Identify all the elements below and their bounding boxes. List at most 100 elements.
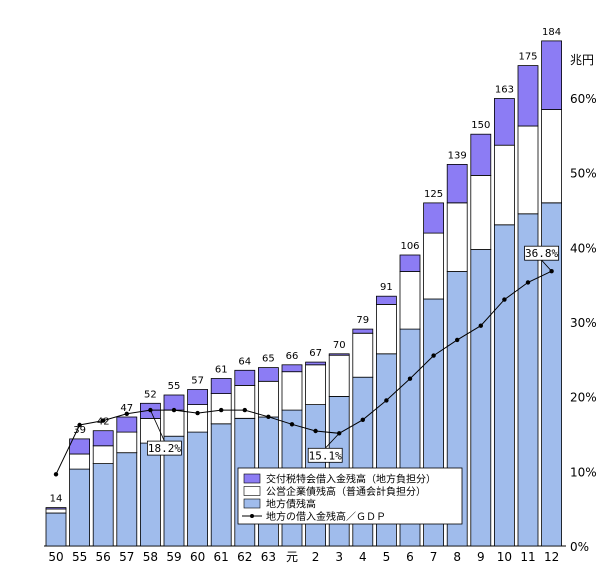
- bar-segment: [281, 364, 303, 373]
- bar-segment: [305, 361, 327, 366]
- bar-segment: [45, 512, 67, 547]
- x-tick-label: 8: [453, 550, 461, 564]
- callout-label: 36.8%: [525, 247, 558, 260]
- ratio-point: [289, 422, 295, 427]
- bar-segment: [92, 430, 114, 447]
- bar-segment: [541, 40, 562, 110]
- bar-segment: [423, 202, 445, 234]
- bar-segment: [92, 445, 114, 464]
- bar-segment: [328, 353, 350, 356]
- bar-segment: [69, 453, 90, 470]
- ratio-point: [384, 398, 389, 403]
- y-tick-label: 40%: [570, 241, 597, 255]
- ratio-point: [360, 417, 365, 422]
- bar-total-label: 175: [518, 52, 537, 63]
- ratio-point: [195, 410, 200, 416]
- ratio-point: [525, 280, 531, 285]
- ratio-line: [55, 270, 552, 475]
- ratio-point: [502, 297, 507, 302]
- x-tick-label: 10: [497, 550, 512, 564]
- bar-segment: [139, 442, 161, 547]
- bar-segment: [45, 507, 67, 510]
- x-tick-label: 60: [190, 550, 205, 564]
- bar-segment: [493, 144, 515, 226]
- legend-label: 公営企業債残高（普通会計負担分）: [266, 485, 426, 498]
- bar-segment: [470, 249, 492, 547]
- bar-total-label: 64: [238, 356, 251, 367]
- bar-segment: [493, 98, 515, 146]
- legend-label: 地方債残高: [266, 498, 316, 511]
- x-tick-label: 4: [359, 550, 367, 564]
- x-tick-label: 3: [335, 550, 343, 564]
- bar-total-label: 91: [380, 282, 393, 293]
- bar-total-label: 163: [495, 85, 514, 96]
- bar-segment: [352, 328, 374, 334]
- bar-total-label: 70: [333, 340, 346, 351]
- ratio-point: [148, 407, 153, 413]
- y-tick-label: 50%: [570, 167, 597, 181]
- callout-leader: [150, 409, 165, 442]
- bar-segment: [116, 416, 138, 433]
- bar-total-label: 61: [215, 365, 228, 376]
- bar-segment: [69, 438, 90, 455]
- x-tick-label: 58: [143, 550, 158, 564]
- y-tick-label: 0%: [570, 540, 589, 554]
- bar-segment: [163, 394, 185, 411]
- bar-segment: [69, 468, 90, 547]
- bar-segment: [328, 354, 350, 397]
- ratio-point: [313, 428, 318, 434]
- bar-segment: [399, 271, 421, 330]
- bar-total-label: 57: [191, 376, 204, 387]
- bar-segment: [210, 423, 232, 547]
- ratio-point: [77, 422, 82, 428]
- bar-segment: [187, 389, 209, 406]
- bar-segment: [541, 109, 562, 204]
- bar-total-label: 184: [542, 27, 561, 38]
- bar-total-label: 139: [448, 150, 467, 161]
- callout-label: 18.2%: [148, 442, 181, 455]
- bar-segment: [281, 371, 303, 411]
- bar-segment: [116, 452, 138, 547]
- x-tick-label: 元: [286, 550, 298, 564]
- bar-segment: [375, 303, 397, 355]
- ratio-point: [53, 472, 59, 477]
- bar-total-label: 67: [309, 348, 322, 359]
- ratio-point: [101, 418, 106, 423]
- callout-box: [524, 245, 559, 261]
- bar-segment: [305, 364, 327, 405]
- bar-segment: [446, 163, 468, 204]
- bar-segment: [234, 369, 256, 386]
- ratio-point: [455, 337, 460, 343]
- bar-segment: [187, 431, 209, 547]
- ratio-point: [219, 407, 224, 413]
- legend-line-marker: [250, 514, 254, 518]
- bar-segment: [257, 367, 279, 382]
- bar-segment: [45, 508, 67, 514]
- ratio-point: [431, 353, 436, 358]
- bar-segment: [234, 384, 256, 419]
- x-tick-label: 50: [48, 550, 63, 564]
- bar-total-label: 55: [168, 381, 181, 392]
- bar-total-label: 150: [471, 120, 490, 131]
- x-tick-label: 61: [214, 550, 229, 564]
- bar-segment: [517, 125, 539, 215]
- bar-segment: [375, 295, 397, 305]
- y-tick-label: 30%: [570, 316, 597, 330]
- bar-total-label: 125: [424, 189, 443, 200]
- y-tick-label: 60%: [570, 92, 597, 106]
- bar-segment: [163, 409, 185, 437]
- legend-label: 地方の借入金残高／ＧＤＰ: [266, 510, 386, 523]
- legend-swatch: [243, 473, 261, 484]
- bar-total-label: 79: [356, 315, 369, 326]
- callout-label: 15.1%: [309, 449, 342, 462]
- x-tick-label: 6: [406, 550, 414, 564]
- x-tick-label: 62: [237, 550, 252, 564]
- bar-total-label: 39: [73, 425, 86, 436]
- bar-total-label: 47: [120, 403, 133, 414]
- ratio-point: [266, 414, 271, 419]
- y-tick-label: 10%: [570, 465, 597, 479]
- bar-segment: [493, 224, 515, 547]
- bar-segment: [257, 380, 279, 418]
- x-tick-label: 55: [72, 550, 87, 564]
